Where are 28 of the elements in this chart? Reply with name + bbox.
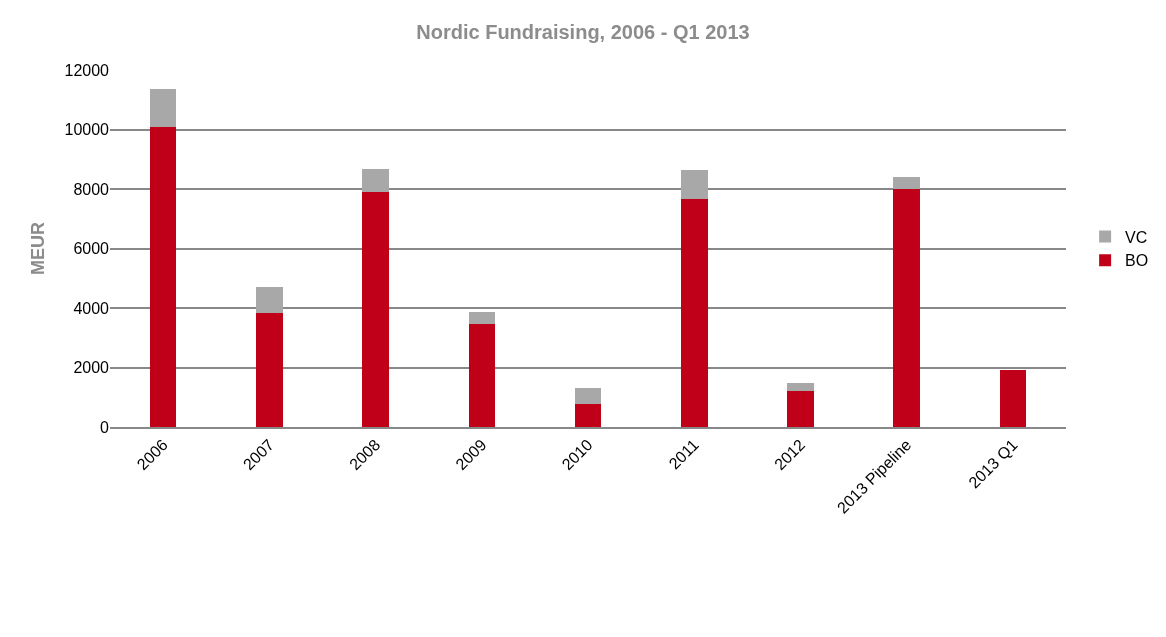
y-axis-title: MEUR — [27, 222, 48, 275]
bar — [787, 382, 814, 392]
legend-label: BO — [1125, 252, 1149, 270]
y-tick-label: 0 — [100, 418, 110, 436]
bar — [893, 176, 920, 189]
bar — [468, 324, 496, 427]
bar — [362, 191, 389, 427]
bar — [787, 391, 814, 427]
y-tick-label: 2000 — [73, 359, 110, 377]
bar — [256, 313, 283, 427]
bar — [149, 126, 177, 427]
chart-title: Nordic Fundraising, 2006 - Q1 2013 — [416, 21, 750, 44]
bar — [999, 369, 1027, 427]
bar — [149, 89, 177, 127]
bar — [256, 286, 283, 314]
y-tick-label: 6000 — [73, 240, 110, 258]
legend-label: VC — [1125, 228, 1148, 246]
bar — [468, 312, 496, 325]
bar — [893, 188, 920, 427]
y-tick-label: 4000 — [73, 299, 110, 317]
bar — [680, 198, 708, 427]
y-tick-label: 10000 — [64, 121, 110, 139]
bar — [574, 388, 602, 404]
bar — [680, 169, 708, 199]
y-tick-label: 12000 — [64, 61, 110, 79]
bar — [362, 169, 389, 192]
y-tick-label: 8000 — [73, 180, 110, 198]
bar — [574, 403, 602, 427]
